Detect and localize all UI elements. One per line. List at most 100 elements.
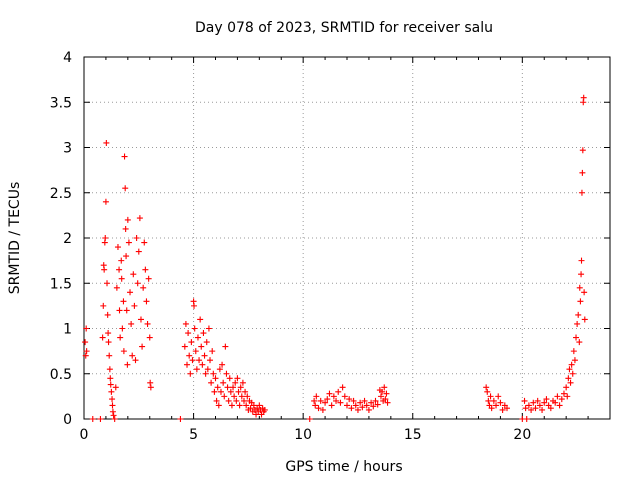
data-point xyxy=(109,402,116,409)
data-point xyxy=(581,289,588,296)
data-point xyxy=(105,330,112,337)
y-tick-label: 4 xyxy=(63,50,72,66)
data-point xyxy=(484,388,491,395)
data-point xyxy=(233,397,240,404)
data-point xyxy=(368,399,375,406)
data-point xyxy=(361,397,368,404)
data-point xyxy=(577,298,584,305)
data-point xyxy=(146,334,153,341)
data-point xyxy=(487,393,494,400)
data-point xyxy=(563,384,570,391)
data-point xyxy=(187,370,194,377)
data-point xyxy=(127,289,134,296)
data-point xyxy=(204,366,211,373)
data-point xyxy=(235,388,242,395)
data-point xyxy=(374,401,381,408)
data-point xyxy=(125,239,132,246)
tick-labels: 0 5 10 15 20 0 0.5 1 1.5 2 2.5 3 3.5 4 xyxy=(50,50,532,443)
data-point xyxy=(552,399,559,406)
data-point xyxy=(140,284,147,291)
data-point xyxy=(521,397,528,404)
y-tick-label: 3 xyxy=(63,141,72,157)
data-point xyxy=(567,379,574,386)
data-point xyxy=(147,379,154,386)
data-point xyxy=(315,405,322,412)
data-point xyxy=(186,352,193,359)
data-point xyxy=(372,397,379,404)
data-point xyxy=(119,325,126,332)
data-point xyxy=(573,334,580,341)
data-point xyxy=(209,348,216,355)
data-point xyxy=(247,405,254,412)
data-point xyxy=(106,352,113,359)
data-point xyxy=(214,384,221,391)
data-point xyxy=(207,357,214,364)
data-point xyxy=(177,416,184,422)
data-point xyxy=(344,402,350,409)
data-point xyxy=(83,348,90,355)
x-axis-label: GPS time / hours xyxy=(285,459,402,475)
data-point xyxy=(317,397,324,404)
data-point xyxy=(234,375,241,382)
y-tick-label: 1.5 xyxy=(50,276,72,292)
data-point xyxy=(574,320,581,327)
data-point xyxy=(322,399,329,406)
data-point xyxy=(365,406,372,413)
data-point xyxy=(117,334,124,341)
y-tick-label: 1 xyxy=(63,322,72,338)
data-point xyxy=(578,189,585,196)
x-tick-label: 10 xyxy=(294,427,312,443)
data-point xyxy=(250,402,257,409)
data-point xyxy=(312,402,319,409)
y-axis-label: SRMTID / TECUs xyxy=(7,182,23,295)
data-point xyxy=(97,416,104,422)
data-point xyxy=(192,348,199,355)
data-point xyxy=(528,406,535,413)
data-point xyxy=(147,384,154,391)
data-point xyxy=(324,396,331,403)
data-point xyxy=(205,325,212,332)
chart-title: Day 078 of 2023, SRMTID for receiver sal… xyxy=(195,20,493,36)
data-point xyxy=(483,384,490,391)
data-point xyxy=(311,397,318,404)
data-point xyxy=(536,402,543,409)
data-point xyxy=(337,399,344,406)
y-tick-label: 0 xyxy=(63,412,72,428)
data-point xyxy=(110,412,117,419)
data-point xyxy=(242,388,249,395)
data-point xyxy=(135,248,142,255)
data-point xyxy=(525,402,532,409)
data-point xyxy=(144,320,151,327)
data-point xyxy=(118,275,125,282)
data-point xyxy=(576,284,583,291)
data-point xyxy=(237,384,244,391)
data-point xyxy=(181,343,188,350)
data-point xyxy=(185,330,192,337)
data-point xyxy=(379,388,386,395)
data-point xyxy=(182,320,189,327)
data-point xyxy=(319,406,326,413)
data-point xyxy=(227,388,234,395)
data-point xyxy=(196,357,203,364)
data-point xyxy=(132,357,139,364)
data-point xyxy=(216,366,223,373)
data-point xyxy=(123,307,130,314)
data-point xyxy=(377,393,384,400)
data-point xyxy=(122,185,129,192)
data-point xyxy=(244,393,251,400)
data-point xyxy=(560,390,567,397)
data-point xyxy=(106,366,113,373)
data-point xyxy=(111,416,118,422)
data-point xyxy=(239,379,246,386)
data-point xyxy=(236,402,243,409)
data-point xyxy=(217,388,224,395)
data-point xyxy=(203,339,210,346)
data-point xyxy=(568,361,575,368)
data-point xyxy=(202,370,209,377)
data-point xyxy=(123,253,130,260)
data-point xyxy=(565,375,572,382)
data-point xyxy=(306,416,313,422)
data-point xyxy=(102,198,109,205)
data-point xyxy=(103,139,110,146)
data-point xyxy=(384,399,391,406)
